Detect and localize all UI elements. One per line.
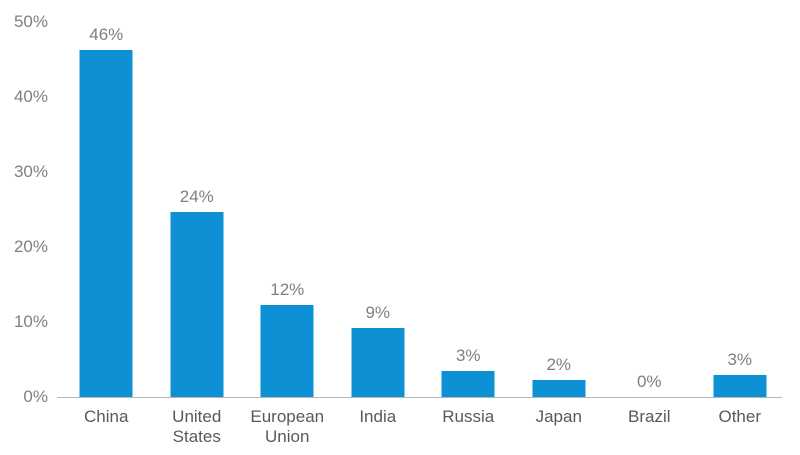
category-cell: India <box>333 407 424 447</box>
bar-european-union <box>260 305 314 397</box>
category-cell: United States <box>152 407 243 447</box>
plot-area: 46% 24% 12% 9% 3% 2% 0% 3% <box>61 22 785 397</box>
bar-other <box>713 375 767 397</box>
y-axis-tick-label-10: 10% <box>13 312 48 331</box>
category-label-brazil: Brazil <box>627 407 671 426</box>
y-axis-tick-label-50: 50% <box>13 12 48 31</box>
bar-value-label-european-union: 12% <box>270 280 305 299</box>
category-cell: Other <box>695 407 786 447</box>
category-cell: European Union <box>242 407 333 447</box>
bar-value-label-india: 9% <box>365 303 391 322</box>
bar-japan <box>532 380 586 397</box>
bar-group-india: 9% <box>333 22 424 397</box>
category-label-russia: Russia <box>442 407 495 426</box>
y-axis-tick-label-0: 0% <box>23 387 48 406</box>
bar-group-china: 46% <box>61 22 152 397</box>
y-axis-tick-label-30: 30% <box>13 162 48 181</box>
category-label-european-union: European Union <box>250 407 325 446</box>
bar-group-japan: 2% <box>514 22 605 397</box>
category-cell: Russia <box>423 407 514 447</box>
bar-russia <box>441 371 495 397</box>
category-cell: China <box>61 407 152 447</box>
bar-value-label-china: 46% <box>89 25 124 44</box>
bar-value-label-other: 3% <box>727 350 753 369</box>
x-axis-line <box>57 397 782 398</box>
category-label-united-states: United States <box>172 407 222 446</box>
category-label-china: China <box>84 407 129 426</box>
bar-group-european-union: 12% <box>242 22 333 397</box>
y-axis-tick-label-40: 40% <box>13 87 48 106</box>
category-label-india: India <box>359 407 397 426</box>
bar-group-brazil: 0% <box>604 22 695 397</box>
x-axis-category-labels: China United States European Union India… <box>61 407 785 447</box>
bar-india <box>351 328 405 397</box>
bar-china <box>79 50 133 397</box>
category-label-japan: Japan <box>535 407 582 426</box>
bar-group-russia: 3% <box>423 22 514 397</box>
category-cell: Brazil <box>604 407 695 447</box>
bar-group-other: 3% <box>695 22 786 397</box>
bar-value-label-japan: 2% <box>546 355 572 374</box>
bar-group-united-states: 24% <box>152 22 243 397</box>
category-label-other: Other <box>718 407 762 426</box>
category-cell: Japan <box>514 407 605 447</box>
bar-value-label-russia: 3% <box>455 346 481 365</box>
bar-value-label-united-states: 24% <box>179 187 214 206</box>
bar-value-label-brazil: 0% <box>636 372 662 391</box>
y-axis-tick-label-20: 20% <box>13 237 48 256</box>
bar-united-states <box>170 212 224 397</box>
